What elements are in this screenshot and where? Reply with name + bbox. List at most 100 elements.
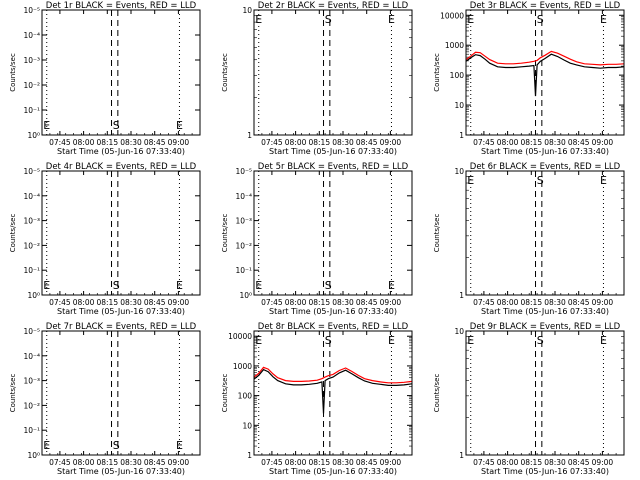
- marker-label: S: [113, 279, 120, 292]
- y-axis-label: Counts/sec: [9, 214, 17, 253]
- x-tick-label: 08:15: [96, 138, 118, 147]
- marker-label: E: [176, 119, 183, 132]
- y-tick-label: 10⁻¹: [23, 426, 40, 435]
- x-tick-label: 08:45: [144, 458, 166, 467]
- x-axis-label: Start Time (05-Jun-16 07:33:40): [57, 147, 185, 156]
- y-tick-label: 1: [459, 291, 464, 300]
- y-tick-label: 1: [459, 131, 464, 140]
- x-tick-label: 09:00: [168, 298, 190, 307]
- x-tick-label: 08:45: [144, 138, 166, 147]
- marker-label: E: [388, 279, 395, 292]
- x-tick-label: 07:45: [261, 138, 283, 147]
- x-tick-label: 08:30: [120, 458, 142, 467]
- panel-title: Det 5r BLACK = Events, RED = LLD: [258, 162, 409, 172]
- marker-label: S: [537, 13, 544, 26]
- x-tick-label: 08:00: [285, 458, 307, 467]
- marker-label: E: [388, 334, 395, 347]
- panel-title: Det 3r BLACK = Events, RED = LLD: [470, 1, 621, 11]
- y-axis-label: Counts/sec: [433, 53, 441, 92]
- series-lld-line: [465, 50, 625, 66]
- marker-label: S: [325, 13, 332, 26]
- panel-title: Det 7r BLACK = Events, RED = LLD: [46, 322, 197, 332]
- x-tick-label: 08:00: [497, 298, 519, 307]
- marker-label: E: [176, 439, 183, 452]
- y-tick-label: 10⁻⁴: [23, 192, 40, 201]
- marker-label: E: [43, 439, 50, 452]
- plot-frame: [253, 9, 413, 136]
- panel-title: Det 4r BLACK = Events, RED = LLD: [46, 162, 197, 172]
- y-tick-label: 10⁻¹: [23, 266, 40, 275]
- x-tick-label: 08:00: [73, 138, 95, 147]
- x-axis-label: Start Time (05-Jun-16 07:33:40): [269, 307, 397, 316]
- x-tick-label: 08:30: [120, 138, 142, 147]
- x-tick-label: 09:00: [168, 458, 190, 467]
- x-tick-label: 07:45: [49, 298, 71, 307]
- marker-label: S: [537, 174, 544, 187]
- x-tick-label: 08:00: [497, 458, 519, 467]
- y-tick-label: 10⁻⁵: [23, 327, 40, 336]
- x-axis-label: Start Time (05-Jun-16 07:33:40): [269, 467, 397, 476]
- panel-title: Det 1r BLACK = Events, RED = LLD: [46, 1, 197, 11]
- x-tick-label: 09:00: [592, 458, 614, 467]
- y-tick-label: 10: [242, 6, 252, 15]
- y-tick-label: 10⁻³: [23, 56, 40, 65]
- y-tick-label: 100: [450, 71, 465, 80]
- marker-label: E: [255, 334, 262, 347]
- x-tick-label: 08:00: [73, 458, 95, 467]
- x-axis-label: Start Time (05-Jun-16 07:33:40): [481, 467, 609, 476]
- x-tick-label: 08:45: [144, 298, 166, 307]
- x-tick-label: 09:00: [380, 298, 402, 307]
- panel-det-2: Det 2r BLACK = Events, RED = LLD Counts/s…: [221, 1, 413, 156]
- plot-frame: [465, 330, 625, 456]
- x-tick-label: 08:15: [308, 458, 330, 467]
- y-axis-label: Counts/sec: [221, 374, 229, 413]
- y-axis-label: Counts/sec: [221, 214, 229, 253]
- panel-det-8: Det 8r BLACK = Events, RED = LLD Counts/s…: [221, 322, 413, 476]
- x-axis-label: Start Time (05-Jun-16 07:33:40): [481, 147, 609, 156]
- x-tick-label: 08:45: [568, 458, 590, 467]
- y-tick-label: 1: [247, 131, 252, 140]
- marker-label: E: [176, 279, 183, 292]
- series-events-line: [253, 368, 413, 414]
- x-tick-label: 08:15: [308, 298, 330, 307]
- marker-label: E: [600, 13, 607, 26]
- x-tick-label: 08:45: [568, 298, 590, 307]
- y-axis-label: Counts/sec: [9, 374, 17, 413]
- marker-label: E: [467, 13, 474, 26]
- marker-label: E: [467, 174, 474, 187]
- x-tick-label: 08:30: [544, 138, 566, 147]
- marker-label: S: [325, 279, 332, 292]
- plot-frame: [253, 170, 413, 296]
- y-tick-label: 1000: [233, 362, 252, 371]
- y-tick-label: 100: [238, 392, 253, 401]
- x-tick-label: 07:45: [261, 298, 283, 307]
- y-tick-label: 10⁻²: [23, 81, 40, 90]
- x-tick-label: 08:15: [308, 138, 330, 147]
- panel-det-5: Det 5r BLACK = Events, RED = LLD Counts/s…: [221, 162, 413, 316]
- panel-det-1: Det 1r BLACK = Events, RED = LLD Counts/s…: [9, 1, 201, 156]
- y-tick-label: 10: [242, 421, 252, 430]
- x-tick-label: 09:00: [592, 138, 614, 147]
- x-tick-label: 08:30: [332, 138, 354, 147]
- x-axis-label: Start Time (05-Jun-16 07:33:40): [481, 307, 609, 316]
- x-tick-label: 08:45: [356, 138, 378, 147]
- y-tick-label: 10: [454, 167, 464, 176]
- plot-frame: [41, 330, 201, 456]
- y-tick-label: 10⁻²: [23, 401, 40, 410]
- x-tick-label: 07:45: [473, 138, 495, 147]
- marker-label: S: [113, 439, 120, 452]
- x-tick-label: 07:45: [473, 298, 495, 307]
- plot-frame: [253, 330, 413, 456]
- y-tick-label: 10⁰: [27, 451, 40, 460]
- x-tick-label: 07:45: [49, 138, 71, 147]
- x-tick-label: 08:15: [96, 458, 118, 467]
- y-tick-label: 10⁰: [27, 291, 40, 300]
- plot-frame: [41, 170, 201, 296]
- x-tick-label: 09:00: [380, 138, 402, 147]
- marker-label: E: [43, 279, 50, 292]
- y-tick-label: 10: [454, 101, 464, 110]
- marker-label: E: [600, 334, 607, 347]
- series-events-line: [465, 53, 625, 97]
- marker-label: E: [43, 119, 50, 132]
